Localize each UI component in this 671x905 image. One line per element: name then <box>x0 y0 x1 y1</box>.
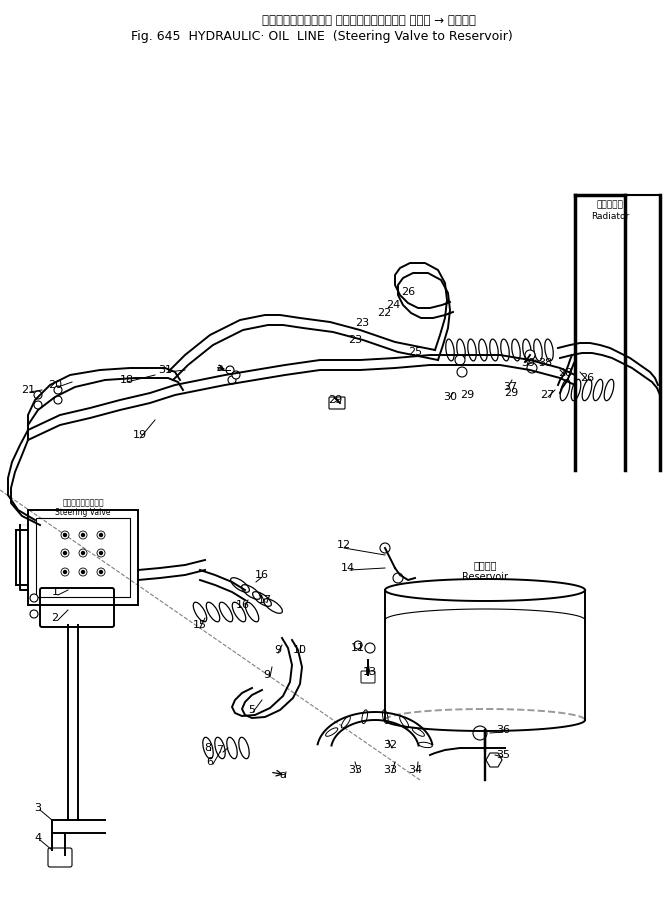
Circle shape <box>81 551 85 555</box>
Text: 32: 32 <box>383 740 397 750</box>
Text: 1: 1 <box>52 587 58 597</box>
Circle shape <box>525 350 535 360</box>
Circle shape <box>54 386 62 394</box>
Text: 16: 16 <box>236 600 250 610</box>
Circle shape <box>99 570 103 574</box>
Text: 39: 39 <box>521 358 535 368</box>
Text: 37: 37 <box>503 382 517 392</box>
Text: 5: 5 <box>248 705 256 715</box>
Text: Radiator: Radiator <box>591 212 629 221</box>
Text: 26: 26 <box>580 373 594 383</box>
Text: 29: 29 <box>328 395 342 405</box>
Text: 30: 30 <box>443 392 457 402</box>
Text: 29: 29 <box>504 388 518 398</box>
Circle shape <box>81 570 85 574</box>
Text: 16: 16 <box>255 570 269 580</box>
Text: 24: 24 <box>386 300 400 310</box>
Circle shape <box>30 594 38 602</box>
Text: ステアリングバルブ: ステアリングバルブ <box>62 498 104 507</box>
Text: 19: 19 <box>133 430 147 440</box>
Text: 38: 38 <box>538 358 552 368</box>
Text: 20: 20 <box>48 380 62 390</box>
Circle shape <box>34 391 42 399</box>
Text: 10: 10 <box>293 645 307 655</box>
Text: 14: 14 <box>341 563 355 573</box>
Text: 25: 25 <box>408 347 422 357</box>
Circle shape <box>380 543 390 553</box>
Text: 27: 27 <box>540 390 554 400</box>
Text: 29: 29 <box>460 390 474 400</box>
Circle shape <box>527 363 537 373</box>
Text: 9: 9 <box>264 670 270 680</box>
Circle shape <box>99 551 103 555</box>
Text: 23: 23 <box>355 318 369 328</box>
Text: a: a <box>280 770 287 780</box>
Circle shape <box>457 367 467 377</box>
Text: a: a <box>217 363 223 373</box>
Text: 21: 21 <box>21 385 35 395</box>
Text: 22: 22 <box>377 308 391 318</box>
Text: 13: 13 <box>363 667 377 677</box>
Text: 9: 9 <box>274 645 282 655</box>
Circle shape <box>54 396 62 404</box>
Circle shape <box>228 376 236 384</box>
Text: 31: 31 <box>158 365 172 375</box>
Circle shape <box>473 726 487 740</box>
Text: 34: 34 <box>408 765 422 775</box>
Circle shape <box>81 534 85 537</box>
Circle shape <box>64 534 66 537</box>
Text: 36: 36 <box>496 725 510 735</box>
Text: Reservoir: Reservoir <box>462 572 508 582</box>
Text: 33: 33 <box>383 765 397 775</box>
Circle shape <box>64 551 66 555</box>
Text: 3: 3 <box>34 803 42 813</box>
Circle shape <box>365 643 375 653</box>
Text: ハイドロリックオイル ライン　ステアリング バルブ → リザーバ: ハイドロリックオイル ライン ステアリング バルブ → リザーバ <box>262 14 476 27</box>
Circle shape <box>226 366 234 374</box>
Text: 12: 12 <box>337 540 351 550</box>
Text: 6: 6 <box>207 757 213 767</box>
Text: 28: 28 <box>558 368 572 378</box>
Circle shape <box>34 401 42 409</box>
Circle shape <box>99 534 103 537</box>
Circle shape <box>455 355 465 365</box>
Text: 26: 26 <box>401 287 415 297</box>
Text: 17: 17 <box>258 595 272 605</box>
Text: 7: 7 <box>217 745 223 755</box>
Text: 15: 15 <box>193 620 207 630</box>
Text: Fig. 645  HYDRAULIC· OIL  LINE  (Steering Valve to Reservoir): Fig. 645 HYDRAULIC· OIL LINE (Steering V… <box>132 30 513 43</box>
Text: Steering Valve: Steering Valve <box>55 508 111 517</box>
Text: 18: 18 <box>120 375 134 385</box>
Circle shape <box>393 573 403 583</box>
Circle shape <box>354 641 362 649</box>
Text: 23: 23 <box>348 335 362 345</box>
Text: 8: 8 <box>205 743 211 753</box>
Text: 11: 11 <box>351 643 365 653</box>
Circle shape <box>232 371 240 379</box>
Text: 2: 2 <box>52 613 58 623</box>
Circle shape <box>64 570 66 574</box>
Text: 4: 4 <box>34 833 42 843</box>
Text: エジエータ: エジエータ <box>597 200 623 209</box>
Circle shape <box>30 610 38 618</box>
Text: リザーバ: リザーバ <box>473 560 497 570</box>
Text: 35: 35 <box>496 750 510 760</box>
Text: 33: 33 <box>348 765 362 775</box>
